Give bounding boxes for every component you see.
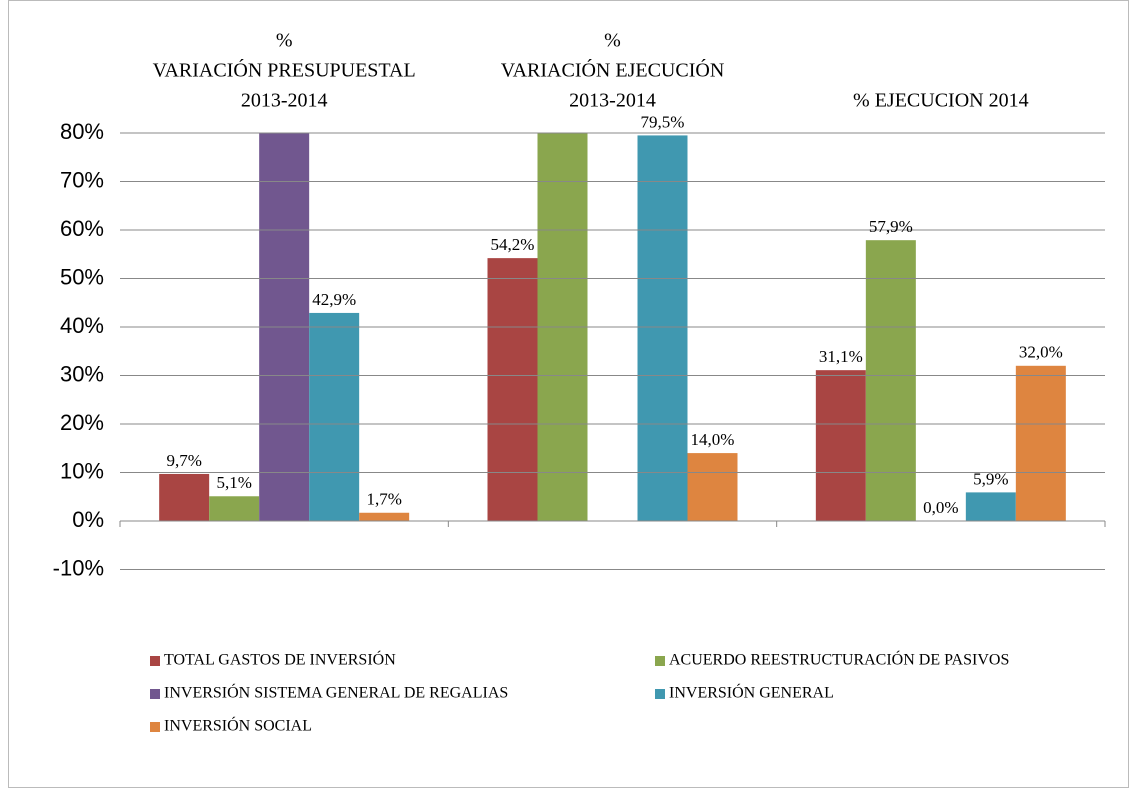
bar: [487, 258, 538, 521]
category-label: 2013-2014: [569, 90, 656, 112]
category-label: VARIACIÓN EJECUCIÓN: [501, 58, 725, 82]
data-label: 32,0%: [1019, 343, 1063, 362]
legend-label: INVERSIÓN SISTEMA GENERAL DE REGALIAS: [164, 683, 508, 702]
data-label: 5,1%: [216, 473, 251, 492]
bar: [309, 312, 360, 521]
data-label: 42,9%: [312, 290, 356, 309]
category-label: 2013-2014: [241, 90, 328, 112]
data-label: 9,7%: [166, 451, 201, 470]
bar: [687, 453, 738, 521]
y-tick-label: 30%: [60, 361, 104, 386]
chart-frame: [8, 0, 1129, 788]
bar: [359, 512, 410, 521]
bar: [815, 370, 866, 521]
data-label: 0,0%: [923, 498, 958, 517]
y-tick-label: 20%: [60, 410, 104, 435]
data-label: 31,1%: [819, 347, 863, 366]
y-tick-label: 60%: [60, 216, 104, 241]
bar: [1015, 365, 1066, 521]
category-label: %: [276, 30, 293, 52]
category-label: VARIACIÓN PRESUPUESTAL: [153, 58, 416, 82]
category-label: % EJECUCION 2014: [853, 90, 1029, 112]
legend-swatch: [655, 689, 665, 699]
data-label: 1,7%: [366, 490, 401, 509]
legend-swatch: [655, 656, 665, 666]
plot-area: [159, 133, 1066, 522]
y-tick-label: 40%: [60, 313, 104, 338]
legend-swatch: [150, 689, 160, 699]
category-label: %: [604, 30, 621, 52]
bar: [159, 473, 210, 521]
y-tick-label: 50%: [60, 264, 104, 289]
data-label: 14,0%: [691, 430, 735, 449]
bar: [209, 496, 260, 521]
bar: [965, 492, 1016, 521]
y-tick-label: 70%: [60, 167, 104, 192]
data-label: 57,9%: [869, 217, 913, 236]
legend-label: INVERSIÓN GENERAL: [669, 683, 834, 702]
data-label: 5,9%: [973, 469, 1008, 488]
legend-label: ACUERDO REESTRUCTURACIÓN DE PASIVOS: [669, 650, 1009, 669]
bar: [637, 135, 688, 522]
bar: [865, 240, 916, 521]
y-tick-label: 10%: [60, 458, 104, 483]
legend-label: TOTAL GASTOS DE INVERSIÓN: [164, 650, 396, 669]
legend-swatch: [150, 722, 160, 732]
y-tick-label: 80%: [60, 119, 104, 144]
data-label: 54,2%: [491, 235, 535, 254]
data-label: 79,5%: [641, 112, 685, 131]
legend-label: INVERSIÓN SOCIAL: [164, 716, 312, 735]
y-tick-label: -10%: [53, 555, 104, 580]
y-tick-label: 0%: [72, 507, 104, 532]
legend-swatch: [150, 656, 160, 666]
